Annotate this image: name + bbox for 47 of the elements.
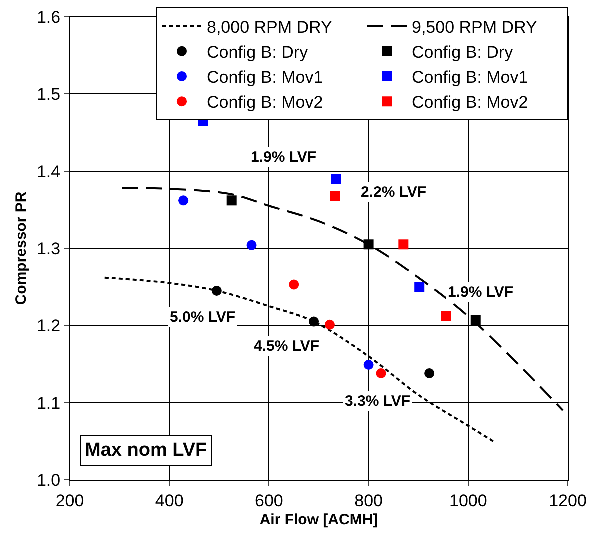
legend-label: 9,500 RPM DRY	[412, 18, 538, 37]
annotation: 3.3% LVF	[345, 393, 411, 410]
point	[331, 174, 342, 184]
x-tick-label: 600	[255, 491, 284, 510]
point	[289, 280, 300, 290]
x-tick-label: 400	[155, 491, 184, 510]
legend-label: 8,000 RPM DRY	[207, 18, 332, 37]
legend-label: Config B: Mov1	[207, 68, 324, 88]
x-tick-label: 200	[56, 491, 84, 510]
point	[364, 360, 374, 370]
annotation: 1.9% LVF	[251, 149, 317, 166]
point	[424, 368, 435, 379]
annotation: 2.2% LVF	[361, 184, 427, 201]
x-axis-title: Air Flow [ACMH]	[260, 511, 378, 528]
point	[246, 240, 257, 250]
point	[398, 240, 409, 250]
point	[309, 316, 320, 327]
point	[226, 196, 237, 206]
annotation: 5.0% LVF	[170, 309, 236, 326]
y-tick-label: 1.4	[36, 162, 61, 182]
x-tick-label: 1000	[449, 491, 488, 510]
x-tick-label: 800	[354, 491, 383, 510]
legend-label: Config B: Dry	[412, 43, 514, 62]
legend-label: Config B: Mov1	[412, 68, 528, 88]
point	[440, 311, 451, 322]
y-axis-title: Compressor PR	[13, 192, 30, 306]
point	[178, 196, 189, 206]
point	[212, 286, 222, 296]
y-tick-label: 1.6	[36, 8, 61, 27]
annotation: Max nom LVF	[85, 440, 208, 461]
y-tick-label: 1.1	[36, 394, 61, 413]
legend-label: Config B: Dry	[207, 43, 309, 62]
legend-label: Config B: Mov2	[412, 93, 528, 112]
point	[414, 282, 425, 292]
x-tick-label: 1200	[549, 491, 587, 510]
point	[330, 191, 340, 202]
y-tick-label: 1.2	[36, 316, 61, 336]
point	[324, 320, 335, 330]
point	[364, 240, 374, 250]
annotation: 1.9% LVF	[448, 284, 514, 301]
legend-label: Config B: Mov2	[207, 93, 324, 112]
annotation: 4.5% LVF	[254, 338, 320, 355]
point	[376, 368, 386, 379]
y-tick-label: 1.0	[36, 470, 61, 490]
y-tick-label: 1.3	[36, 239, 61, 258]
point	[470, 315, 481, 326]
y-tick-label: 1.5	[36, 85, 61, 104]
